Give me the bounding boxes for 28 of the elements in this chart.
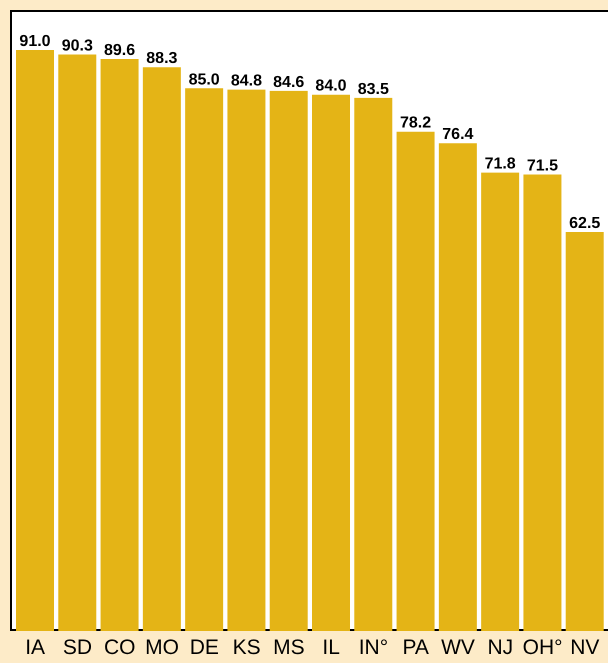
x-tick-label: DE bbox=[190, 636, 219, 659]
data-label: 91.0 bbox=[19, 33, 51, 50]
data-label: 84.0 bbox=[315, 78, 347, 95]
x-tick-label: CO bbox=[104, 636, 136, 659]
data-label: 62.5 bbox=[569, 214, 600, 232]
data-label: 84.6 bbox=[273, 74, 304, 91]
data-label: 71.5 bbox=[526, 158, 558, 174]
data-label: 89.6 bbox=[104, 42, 136, 59]
data-label: 76.4 bbox=[442, 126, 474, 144]
x-tick-label: MO bbox=[145, 636, 179, 659]
x-tick-label: MS bbox=[273, 636, 305, 659]
data-label: 88.3 bbox=[146, 50, 178, 68]
x-tick-label: KS bbox=[232, 636, 261, 659]
data-label: 90.3 bbox=[62, 37, 93, 54]
data-label: 83.5 bbox=[358, 80, 389, 98]
x-tick-label: NV bbox=[570, 636, 600, 659]
x-tick-label: OH° bbox=[522, 636, 563, 659]
x-tick-label: IA bbox=[25, 636, 46, 659]
data-label: 85.0 bbox=[188, 71, 220, 88]
x-tick-label: SD bbox=[62, 636, 92, 659]
data-label: 78.2 bbox=[400, 114, 432, 132]
x-tick-label: NJ bbox=[487, 636, 514, 659]
x-tick-label: IN° bbox=[358, 636, 388, 659]
data-label: 71.8 bbox=[484, 156, 516, 173]
x-tick-label: PA bbox=[402, 636, 429, 659]
data-label: 84.8 bbox=[230, 72, 262, 90]
x-tick-label: WV bbox=[441, 636, 475, 659]
x-tick-label: IL bbox=[322, 636, 340, 659]
